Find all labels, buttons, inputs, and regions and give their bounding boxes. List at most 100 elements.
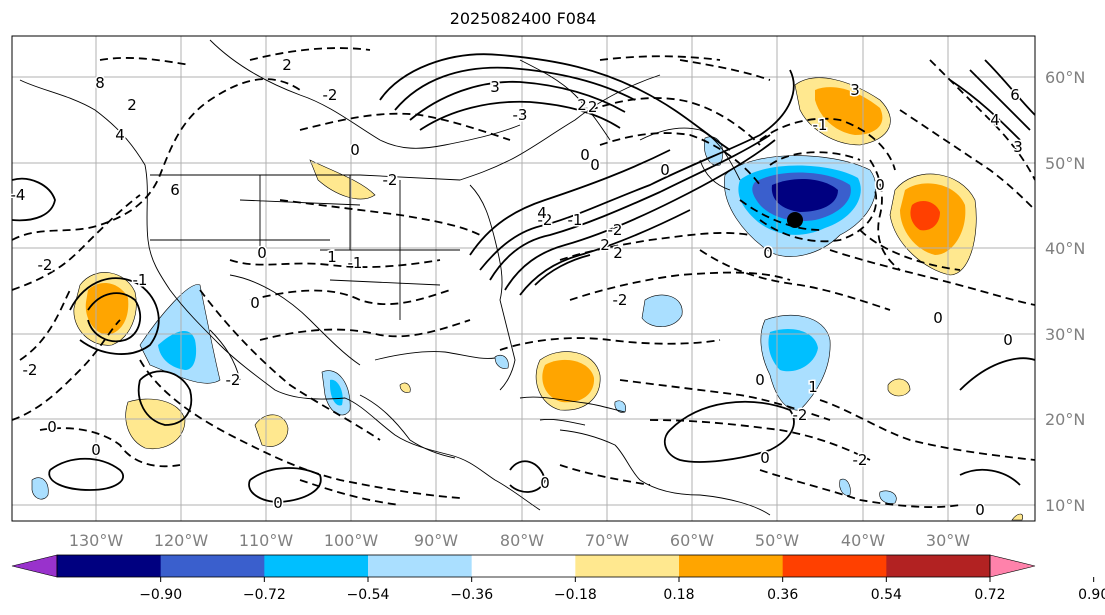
colorbar-extend-low: [11, 554, 58, 578]
lat-tick: 60°N: [1045, 68, 1085, 87]
contour-label: 4: [990, 111, 1000, 129]
contour-label: 0: [975, 501, 985, 519]
colorbar: −0.90 −0.72 −0.54 −0.36 −0.18 0.18 0.36 0.54 0.7…: [11, 554, 1105, 603]
contour-label: -2: [38, 256, 53, 274]
colorbar-segment: [886, 555, 991, 577]
contour-label: -2: [323, 86, 338, 104]
lon-tick: 60°W: [670, 531, 714, 550]
negative-contours: [12, 47, 1035, 508]
contour-label: -2: [853, 451, 868, 469]
lat-tick: 10°N: [1045, 496, 1085, 515]
colorbar-tick-label: 0.90: [1078, 587, 1105, 603]
contour-label: 0: [660, 161, 670, 179]
coastlines: [19, 39, 771, 516]
lat-tick: 40°N: [1045, 239, 1085, 258]
contour-label: 2: [282, 56, 292, 74]
lon-tick: 70°W: [585, 531, 629, 550]
contour-label: -3: [513, 106, 528, 124]
low-center-marker: [787, 212, 803, 228]
contour-label: 3: [1013, 138, 1023, 156]
colorbar-extend-high: [989, 554, 1036, 578]
colorbar-segment: [264, 555, 369, 577]
contour-label: 0: [763, 244, 773, 262]
map-title: 2025082400 F084: [449, 9, 597, 28]
contour-label: 0: [91, 441, 101, 459]
lon-tick: 130°W: [69, 531, 124, 550]
colorbar-segment: [160, 555, 265, 577]
contour-label: -1: [133, 271, 148, 289]
colorbar-tick-label: −0.18: [554, 587, 597, 603]
contour-label: 0: [273, 494, 283, 512]
contour-label: 3: [850, 81, 860, 99]
lon-tick: 90°W: [414, 531, 458, 550]
contour-label: 2: [127, 96, 137, 114]
contour-label: -4: [11, 186, 26, 204]
contour-label: 0: [47, 418, 57, 436]
contour-label: 6: [170, 181, 180, 199]
contour-label: -1: [348, 254, 363, 272]
colorbar-segment: [575, 555, 680, 577]
lat-tick: 50°N: [1045, 154, 1085, 173]
colorbar-tick-label: 0.54: [871, 587, 902, 603]
colorbar-tick-label: 0.18: [663, 587, 694, 603]
lat-tick: 20°N: [1045, 410, 1085, 429]
contour-label: -2: [383, 171, 398, 189]
colorbar-tick-label: −0.36: [450, 587, 493, 603]
contour-label: 0: [1003, 331, 1013, 349]
lon-tick: 110°W: [239, 531, 294, 550]
contour-label: 2: [577, 96, 587, 114]
lon-tick: 80°W: [500, 531, 544, 550]
contour-label: 4: [115, 126, 125, 144]
contour-label: 0: [875, 176, 885, 194]
colorbar-segment: [782, 555, 887, 577]
contour-label: -1: [568, 211, 583, 229]
contour-label: -2: [608, 221, 623, 239]
contour-label: -2: [613, 291, 628, 309]
colorbar-segment: [57, 555, 162, 577]
lat-tick-labels: 60°N 50°N 40°N 30°N 20°N 10°N: [1045, 68, 1085, 515]
lon-tick: 30°W: [926, 531, 970, 550]
map-frame: [11, 35, 1036, 522]
contour-label: 1: [808, 378, 818, 396]
contour-label: -2: [793, 406, 808, 424]
lon-tick-labels: 130°W 120°W 110°W 100°W 90°W 80°W 70°W 6…: [69, 531, 970, 550]
contour-label: 0: [580, 146, 590, 164]
positive-contours: [12, 53, 1035, 503]
contour-label: 1: [327, 248, 337, 266]
contour-label: 0: [350, 141, 360, 159]
contour-label: 0: [760, 449, 770, 467]
contour-label: -2: [538, 211, 553, 229]
colorbar-tick-label: −0.54: [347, 587, 390, 603]
contour-label: 6: [1010, 86, 1020, 104]
contour-label: 0: [755, 371, 765, 389]
contour-label: 4: [537, 204, 547, 222]
contour-label: -2: [23, 361, 38, 379]
colorbar-tick-label: −0.90: [139, 587, 182, 603]
contour-label: 0: [933, 309, 943, 327]
colorbar-tick-label: −0.72: [243, 587, 286, 603]
colorbar-tick-label: 0.72: [974, 587, 1005, 603]
colorbar-outline: [56, 554, 991, 578]
contour-label: -2: [583, 98, 598, 116]
contour-label: 2: [613, 244, 623, 262]
contour-label: 0: [590, 156, 600, 174]
contour-label: 0: [540, 474, 550, 492]
colorbar-segment: [471, 555, 576, 577]
contour-label: -2: [226, 371, 241, 389]
lon-tick: 100°W: [324, 531, 379, 550]
lon-tick: 50°W: [755, 531, 799, 550]
colorbar-segment: [368, 555, 473, 577]
lon-tick: 40°W: [841, 531, 885, 550]
colorbar-segment: [679, 555, 784, 577]
contour-label: 8: [95, 74, 105, 92]
colorbar-tick-label: 0.36: [767, 587, 798, 603]
contour-label: 2: [600, 236, 610, 254]
contour-label: 0: [257, 244, 267, 262]
contour-label: -1: [813, 116, 828, 134]
lon-tick: 120°W: [154, 531, 209, 550]
lat-tick: 30°N: [1045, 325, 1085, 344]
contour-label: 3: [490, 78, 500, 96]
contour-label: 0: [250, 294, 260, 312]
